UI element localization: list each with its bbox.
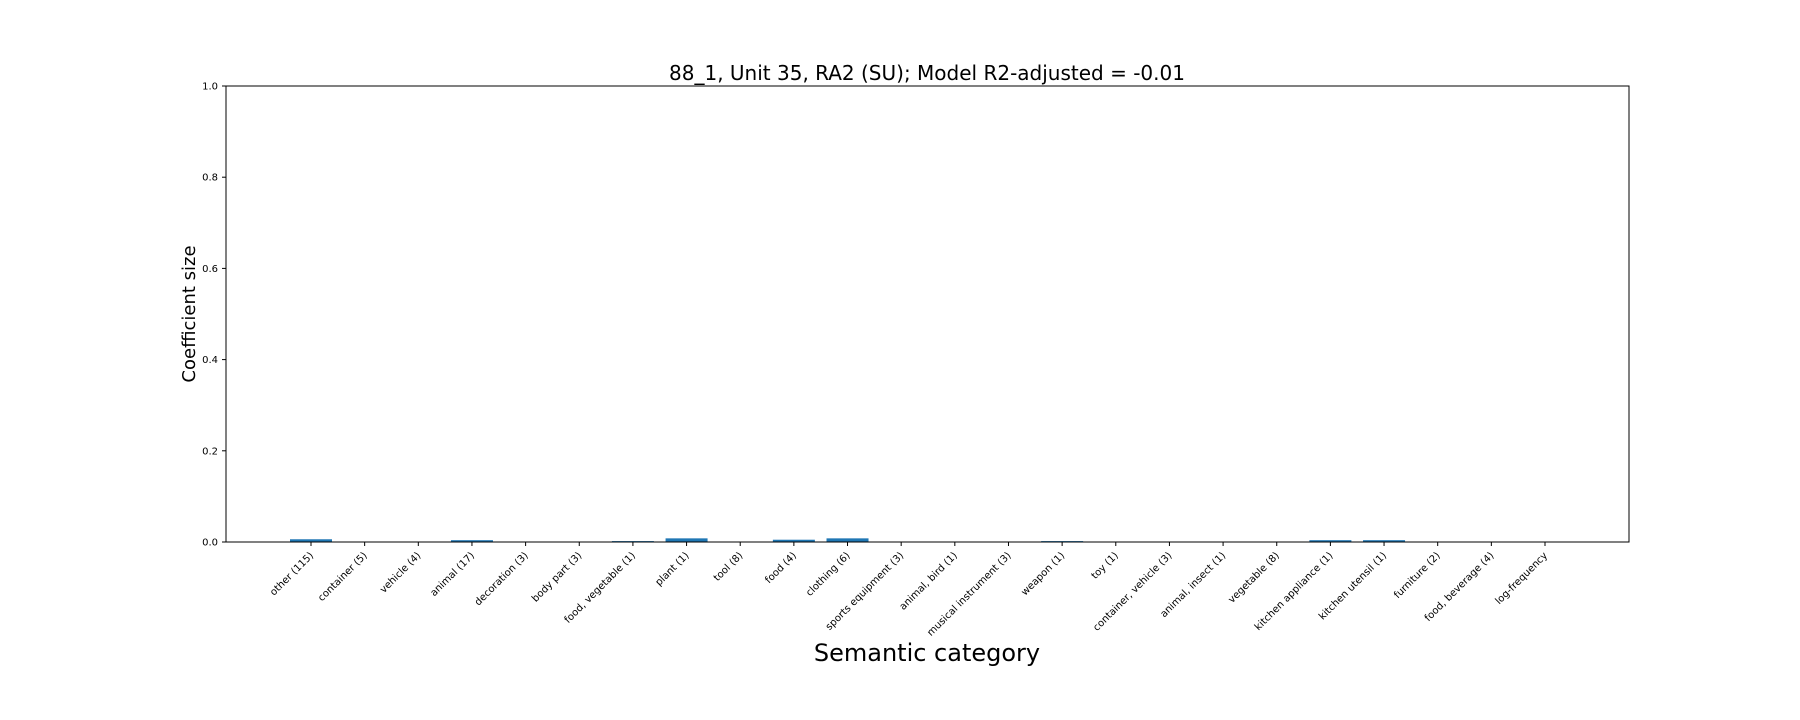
y-axis-label: Coefficient size [179,245,200,382]
y-axis: 0.0 0.2 0.4 0.6 0.8 1.0 [202,82,226,549]
x-tick-label: decoration (3) [473,550,531,608]
bar [826,538,869,542]
y-tick-label: 1.0 [202,82,218,93]
y-tick-label: 0.0 [202,538,218,549]
x-tick-label: toy (1) [1090,550,1121,581]
x-tick-label: other (115) [268,550,316,598]
x-tick-label: plant (1) [654,550,692,588]
bars [290,538,1406,542]
x-tick-label: furniture (2) [1392,550,1443,601]
x-tick-label: clothing (6) [804,550,852,598]
x-axis: other (115) container (5) vehicle (4) anima… [268,542,1550,639]
x-tick-label: container (5) [316,550,370,604]
x-tick-label: log-frequency [1494,550,1551,607]
y-tick-label: 0.2 [202,446,218,457]
chart-title: 88_1, Unit 35, RA2 (SU); Model R2-adjust… [669,61,1185,85]
x-tick-label: vegetable (8) [1227,550,1282,605]
bar [1363,540,1406,542]
x-tick-label: animal, bird (1) [898,550,960,612]
plot-frame [225,85,1630,543]
x-tick-label: weapon (1) [1019,550,1067,598]
x-tick-label: body part (3) [530,550,584,604]
y-tick-label: 0.8 [202,173,218,184]
bar [450,540,493,542]
bar [290,539,332,542]
x-axis-label: Semantic category [814,639,1040,667]
y-tick-label: 0.4 [202,355,218,366]
bar [1309,540,1352,542]
x-tick-label: vehicle (4) [378,550,423,595]
y-tick-label: 0.6 [202,264,218,275]
bar [772,539,815,542]
x-tick-label: animal (17) [429,550,478,599]
x-tick-label: food (4) [763,550,799,586]
bar [665,538,708,542]
x-tick-label: tool (8) [712,550,746,584]
